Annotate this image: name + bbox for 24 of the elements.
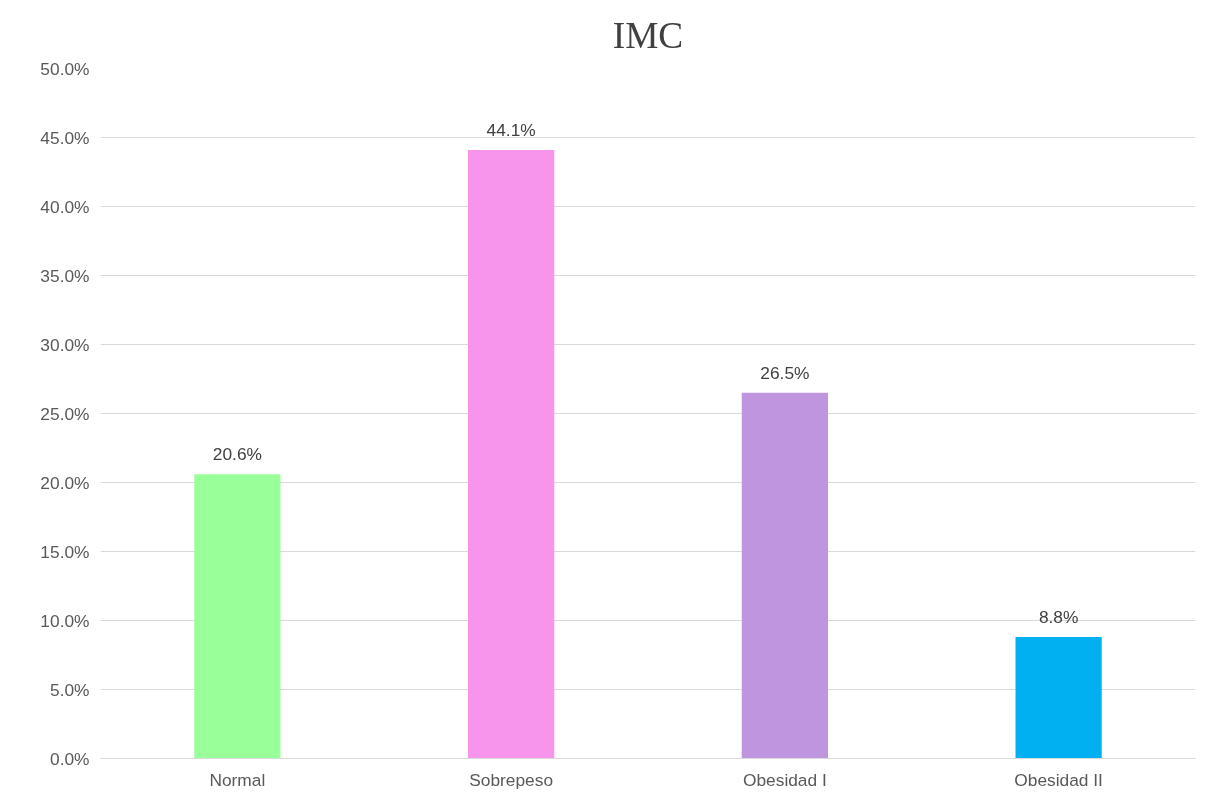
bar — [194, 474, 281, 759]
x-tick-label: Normal — [209, 769, 266, 790]
data-label: 8.8% — [1038, 607, 1079, 628]
data-label: 26.5% — [760, 362, 810, 383]
y-tick-label: 40.0% — [40, 196, 90, 217]
y-tick-label: 20.0% — [40, 472, 90, 493]
bar — [468, 149, 555, 759]
data-label: 20.6% — [212, 444, 262, 465]
y-tick-label: 50.0% — [40, 58, 90, 79]
x-tick-label: Sobrepeso — [469, 769, 554, 790]
y-tick-label: 35.0% — [40, 265, 90, 286]
y-tick-label: 25.0% — [40, 403, 90, 424]
y-tick-label: 0.0% — [50, 748, 90, 769]
bar — [741, 392, 828, 759]
x-tick-label: Obesidad II — [1014, 769, 1103, 790]
chart-title: IMC — [612, 15, 684, 56]
y-tick-label: 30.0% — [40, 334, 90, 355]
y-tick-label: 45.0% — [40, 127, 90, 148]
y-tick-label: 5.0% — [50, 679, 90, 700]
x-tick-label: Obesidad I — [742, 769, 827, 790]
bar — [1015, 637, 1102, 759]
data-label: 44.1% — [486, 119, 536, 140]
y-tick-label: 10.0% — [40, 610, 90, 631]
y-tick-label: 15.0% — [40, 541, 90, 562]
